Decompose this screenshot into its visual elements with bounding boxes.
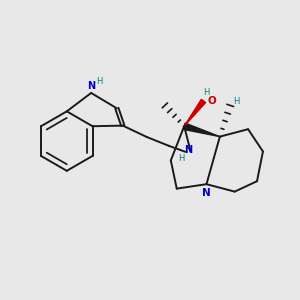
Text: H: H [96,77,103,86]
Text: H: H [203,88,210,97]
Text: N: N [202,188,210,197]
Text: N: N [87,80,95,91]
Text: H: H [234,97,240,106]
Text: H: H [178,154,185,163]
Text: O: O [207,96,216,106]
Text: N: N [184,145,192,155]
Polygon shape [184,99,206,126]
Polygon shape [183,123,220,136]
